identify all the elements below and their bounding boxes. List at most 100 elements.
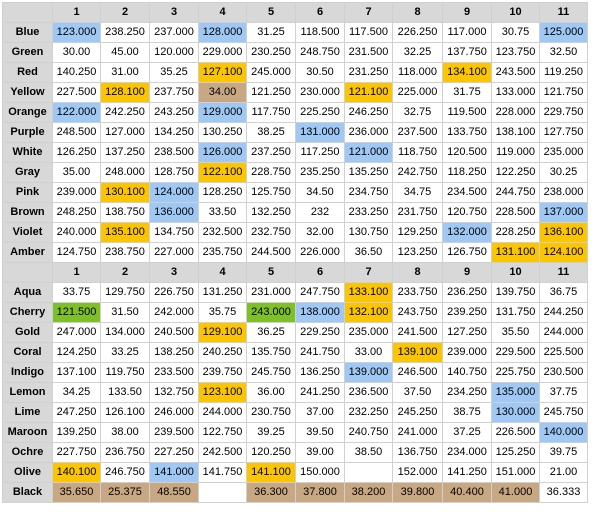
data-cell[interactable]: 130.100 xyxy=(100,182,150,203)
data-cell[interactable]: 132.100 xyxy=(344,302,393,323)
data-cell[interactable]: 119.500 xyxy=(442,102,492,123)
row-label-purple[interactable]: Purple xyxy=(2,122,53,143)
data-cell[interactable]: 248.750 xyxy=(295,42,345,63)
data-cell[interactable]: 36.300 xyxy=(246,482,296,503)
data-cell[interactable]: 139.250 xyxy=(52,422,101,443)
column-header-7[interactable]: 7 xyxy=(344,262,393,283)
data-cell[interactable]: 231.750 xyxy=(392,202,443,223)
data-cell[interactable]: 133.50 xyxy=(100,382,150,403)
data-cell[interactable]: 123.000 xyxy=(52,22,101,43)
data-cell[interactable]: 245.750 xyxy=(539,402,588,423)
data-cell[interactable]: 227.000 xyxy=(149,242,199,263)
data-cell[interactable]: 139.100 xyxy=(392,342,443,363)
data-cell[interactable]: 39.00 xyxy=(295,442,345,463)
data-cell[interactable]: 38.200 xyxy=(344,482,393,503)
data-cell[interactable] xyxy=(344,462,393,483)
data-cell[interactable]: 233.750 xyxy=(392,282,443,303)
data-cell[interactable]: 244.000 xyxy=(539,322,588,343)
row-label-white[interactable]: White xyxy=(2,142,53,163)
column-header-5[interactable]: 5 xyxy=(246,262,296,283)
data-cell[interactable]: 231.250 xyxy=(344,62,393,83)
row-label-black[interactable]: Black xyxy=(2,482,53,503)
data-cell[interactable]: 125.250 xyxy=(491,442,540,463)
data-cell[interactable]: 124.250 xyxy=(52,342,101,363)
column-header-1[interactable]: 1 xyxy=(52,262,101,283)
column-header-5[interactable]: 5 xyxy=(246,2,296,23)
data-cell[interactable]: 228.250 xyxy=(491,222,540,243)
data-cell[interactable]: 226.000 xyxy=(295,242,345,263)
data-cell[interactable]: 38.00 xyxy=(100,422,150,443)
data-cell[interactable]: 231.500 xyxy=(344,42,393,63)
row-label-blue[interactable]: Blue xyxy=(2,22,53,43)
data-cell[interactable]: 235.250 xyxy=(295,162,345,183)
data-cell[interactable]: 117.000 xyxy=(442,22,492,43)
data-cell[interactable]: 125.000 xyxy=(539,22,588,43)
data-cell[interactable]: 232 xyxy=(295,202,345,223)
row-label-amber[interactable]: Amber xyxy=(2,242,53,263)
data-cell[interactable]: 131.100 xyxy=(491,242,540,263)
data-cell[interactable]: 122.750 xyxy=(198,422,247,443)
data-cell[interactable]: 236.750 xyxy=(100,442,150,463)
row-label-gray[interactable]: Gray xyxy=(2,162,53,183)
data-cell[interactable]: 39.50 xyxy=(295,422,345,443)
data-cell[interactable]: 124.750 xyxy=(52,242,101,263)
data-cell[interactable]: 45.00 xyxy=(100,42,150,63)
column-header-11[interactable]: 11 xyxy=(539,2,588,23)
column-header-11[interactable]: 11 xyxy=(539,262,588,283)
data-cell[interactable]: 133.750 xyxy=(442,122,492,143)
data-cell[interactable]: 140.250 xyxy=(52,62,101,83)
data-cell[interactable]: 32.75 xyxy=(392,102,443,123)
data-cell[interactable]: 32.50 xyxy=(539,42,588,63)
data-cell[interactable]: 234.000 xyxy=(442,442,492,463)
data-cell[interactable]: 41.000 xyxy=(491,482,540,503)
data-cell[interactable]: 232.250 xyxy=(344,402,393,423)
data-cell[interactable]: 228.500 xyxy=(491,202,540,223)
data-cell[interactable]: 117.250 xyxy=(295,142,345,163)
data-cell[interactable]: 247.750 xyxy=(295,282,345,303)
row-label-yellow[interactable]: Yellow xyxy=(2,82,53,103)
data-cell[interactable]: 138.750 xyxy=(100,202,150,223)
data-cell[interactable]: 238.500 xyxy=(149,142,199,163)
data-cell[interactable]: 31.50 xyxy=(100,302,150,323)
data-cell[interactable]: 243.000 xyxy=(246,302,296,323)
data-cell[interactable]: 138.250 xyxy=(149,342,199,363)
data-cell[interactable]: 245.250 xyxy=(392,402,443,423)
data-cell[interactable]: 136.250 xyxy=(295,362,345,383)
data-cell[interactable]: 135.100 xyxy=(100,222,150,243)
data-cell[interactable]: 229.750 xyxy=(539,102,588,123)
column-header-6[interactable]: 6 xyxy=(295,262,345,283)
data-cell[interactable]: 136.750 xyxy=(392,442,443,463)
data-cell[interactable]: 243.250 xyxy=(149,102,199,123)
data-cell[interactable]: 120.500 xyxy=(442,142,492,163)
data-cell[interactable]: 245.000 xyxy=(246,62,296,83)
data-cell[interactable]: 247.250 xyxy=(52,402,101,423)
data-cell[interactable]: 244.250 xyxy=(539,302,588,323)
data-cell[interactable]: 135.250 xyxy=(344,162,393,183)
data-cell[interactable]: 244.000 xyxy=(198,402,247,423)
data-cell[interactable]: 33.25 xyxy=(100,342,150,363)
data-cell[interactable]: 237.500 xyxy=(392,122,443,143)
data-cell[interactable]: 39.800 xyxy=(392,482,443,503)
data-cell[interactable]: 117.500 xyxy=(344,22,393,43)
data-cell[interactable]: 33.00 xyxy=(344,342,393,363)
column-header-6[interactable]: 6 xyxy=(295,2,345,23)
column-header-1[interactable]: 1 xyxy=(52,2,101,23)
data-cell[interactable]: 140.000 xyxy=(539,422,588,443)
data-cell[interactable]: 119.250 xyxy=(539,62,588,83)
data-cell[interactable]: 238.250 xyxy=(100,22,150,43)
data-cell[interactable]: 127.000 xyxy=(100,122,150,143)
column-header-2[interactable]: 2 xyxy=(100,262,150,283)
data-cell[interactable]: 37.800 xyxy=(295,482,345,503)
data-cell[interactable]: 242.000 xyxy=(149,302,199,323)
data-cell[interactable]: 234.500 xyxy=(442,182,492,203)
data-cell[interactable]: 127.750 xyxy=(539,122,588,143)
data-cell[interactable]: 121.250 xyxy=(246,82,296,103)
data-cell[interactable]: 35.00 xyxy=(52,162,101,183)
data-cell[interactable]: 244.750 xyxy=(491,182,540,203)
data-cell[interactable]: 243.750 xyxy=(392,302,443,323)
data-cell[interactable]: 119.000 xyxy=(491,142,540,163)
data-cell[interactable]: 241.250 xyxy=(295,382,345,403)
data-cell[interactable]: 35.75 xyxy=(198,302,247,323)
data-cell[interactable]: 118.000 xyxy=(392,62,443,83)
data-cell[interactable]: 141.100 xyxy=(246,462,296,483)
